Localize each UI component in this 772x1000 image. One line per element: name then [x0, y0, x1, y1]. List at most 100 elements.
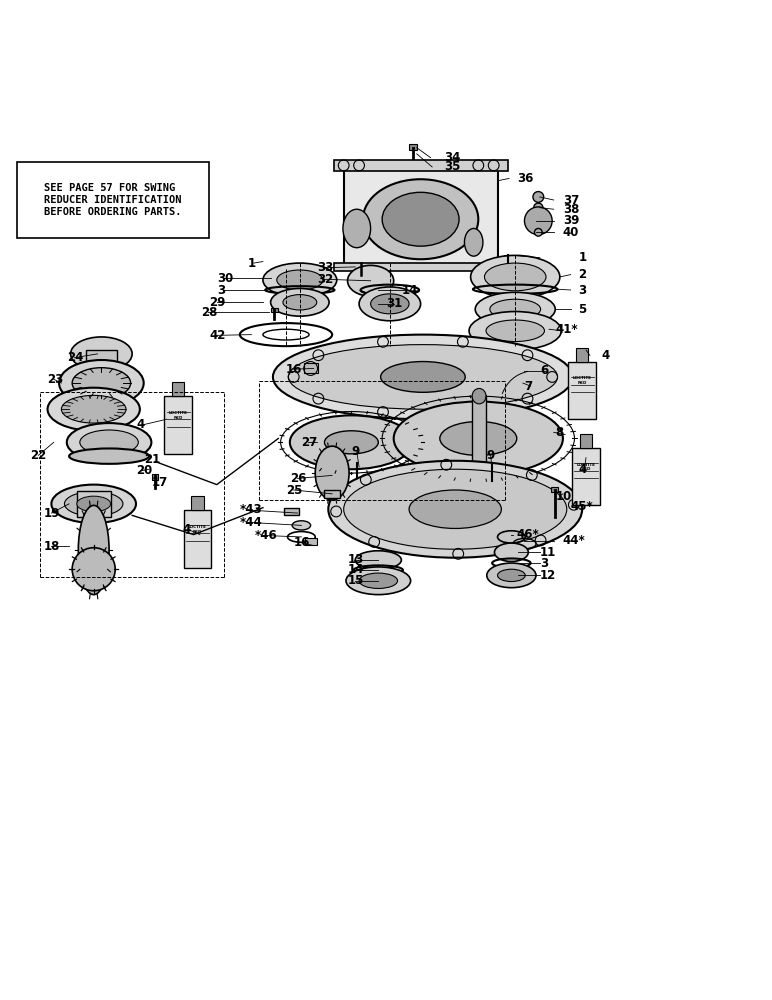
- Ellipse shape: [347, 265, 394, 296]
- Text: LOCTITE
RED: LOCTITE RED: [169, 411, 188, 420]
- Text: 24: 24: [66, 351, 83, 364]
- Text: 37: 37: [563, 194, 579, 207]
- Ellipse shape: [69, 448, 149, 464]
- Text: 29: 29: [209, 296, 225, 309]
- Circle shape: [534, 228, 542, 236]
- Text: 18: 18: [44, 540, 60, 553]
- Ellipse shape: [363, 179, 479, 259]
- Ellipse shape: [494, 543, 528, 562]
- Text: 1: 1: [248, 257, 256, 270]
- Circle shape: [533, 203, 543, 212]
- Ellipse shape: [290, 415, 413, 469]
- Text: 44*: 44*: [563, 534, 586, 547]
- Circle shape: [533, 192, 543, 202]
- Text: 41*: 41*: [555, 323, 578, 336]
- Text: *46: *46: [256, 529, 278, 542]
- Ellipse shape: [490, 299, 540, 319]
- Text: 11: 11: [540, 546, 556, 559]
- Ellipse shape: [72, 368, 130, 398]
- Ellipse shape: [382, 192, 459, 246]
- Text: 17: 17: [151, 476, 168, 489]
- Ellipse shape: [486, 320, 544, 342]
- Text: LOCTITE
RED: LOCTITE RED: [577, 463, 595, 471]
- Text: 19: 19: [44, 507, 60, 520]
- Text: 32: 32: [317, 273, 333, 286]
- Text: 40: 40: [563, 226, 579, 239]
- Ellipse shape: [62, 395, 126, 423]
- Ellipse shape: [440, 422, 516, 455]
- Text: 46*: 46*: [516, 528, 540, 541]
- Text: 34: 34: [444, 151, 460, 164]
- Text: 20: 20: [136, 464, 152, 477]
- Ellipse shape: [72, 548, 115, 591]
- Text: 6: 6: [540, 364, 548, 377]
- Bar: [334, 263, 507, 271]
- Text: *44: *44: [240, 516, 262, 529]
- Bar: [305, 538, 317, 545]
- Bar: [172, 382, 185, 396]
- Ellipse shape: [80, 430, 138, 455]
- Ellipse shape: [66, 423, 151, 462]
- Ellipse shape: [52, 485, 136, 523]
- Ellipse shape: [381, 362, 466, 392]
- Text: 22: 22: [31, 449, 47, 462]
- Bar: [576, 348, 588, 362]
- Text: 26: 26: [290, 472, 306, 485]
- Text: 25: 25: [286, 484, 303, 497]
- Ellipse shape: [59, 360, 144, 406]
- Text: 14: 14: [401, 284, 418, 297]
- Text: 4: 4: [136, 418, 144, 431]
- Ellipse shape: [271, 288, 329, 316]
- FancyBboxPatch shape: [17, 162, 209, 238]
- Text: 36: 36: [516, 172, 533, 185]
- Ellipse shape: [78, 505, 109, 595]
- Text: 35: 35: [444, 160, 460, 173]
- Bar: [191, 496, 204, 510]
- Ellipse shape: [273, 335, 573, 419]
- Text: 39: 39: [563, 214, 579, 227]
- Ellipse shape: [76, 496, 110, 512]
- Bar: [272, 308, 278, 312]
- Text: 16: 16: [286, 363, 303, 376]
- Text: 8: 8: [555, 426, 564, 439]
- Bar: [164, 396, 192, 454]
- Text: SEE PAGE 57 FOR SWING
REDUCER IDENTIFICATION
BEFORE ORDERING PARTS.: SEE PAGE 57 FOR SWING REDUCER IDENTIFICA…: [44, 183, 181, 217]
- Ellipse shape: [471, 255, 560, 298]
- Text: 31: 31: [386, 297, 402, 310]
- Ellipse shape: [277, 270, 323, 290]
- Text: 30: 30: [217, 272, 233, 285]
- Ellipse shape: [359, 287, 421, 321]
- Bar: [551, 487, 558, 492]
- Text: LOCTITE
RED: LOCTITE RED: [188, 525, 207, 534]
- Text: 12: 12: [540, 569, 556, 582]
- Ellipse shape: [292, 521, 310, 530]
- Bar: [324, 490, 340, 498]
- Ellipse shape: [344, 469, 567, 549]
- Bar: [303, 363, 317, 373]
- Ellipse shape: [324, 431, 378, 454]
- Ellipse shape: [497, 569, 525, 582]
- Text: 42: 42: [209, 329, 225, 342]
- Ellipse shape: [485, 263, 546, 291]
- Text: 15: 15: [347, 574, 364, 587]
- Text: 13: 13: [347, 553, 364, 566]
- Ellipse shape: [394, 402, 563, 475]
- Ellipse shape: [359, 573, 398, 588]
- Ellipse shape: [48, 388, 140, 431]
- Text: 4: 4: [601, 349, 610, 362]
- Text: 14: 14: [347, 563, 364, 576]
- Ellipse shape: [263, 263, 337, 297]
- Ellipse shape: [328, 461, 582, 558]
- Ellipse shape: [346, 567, 411, 595]
- Bar: [86, 350, 117, 369]
- Ellipse shape: [288, 345, 557, 409]
- Ellipse shape: [65, 492, 123, 516]
- Circle shape: [524, 207, 552, 235]
- Text: 9: 9: [486, 449, 494, 462]
- Ellipse shape: [315, 446, 349, 500]
- Bar: [283, 508, 299, 515]
- Bar: [572, 448, 600, 505]
- Bar: [184, 510, 212, 568]
- Text: 3: 3: [540, 557, 548, 570]
- Ellipse shape: [465, 228, 483, 256]
